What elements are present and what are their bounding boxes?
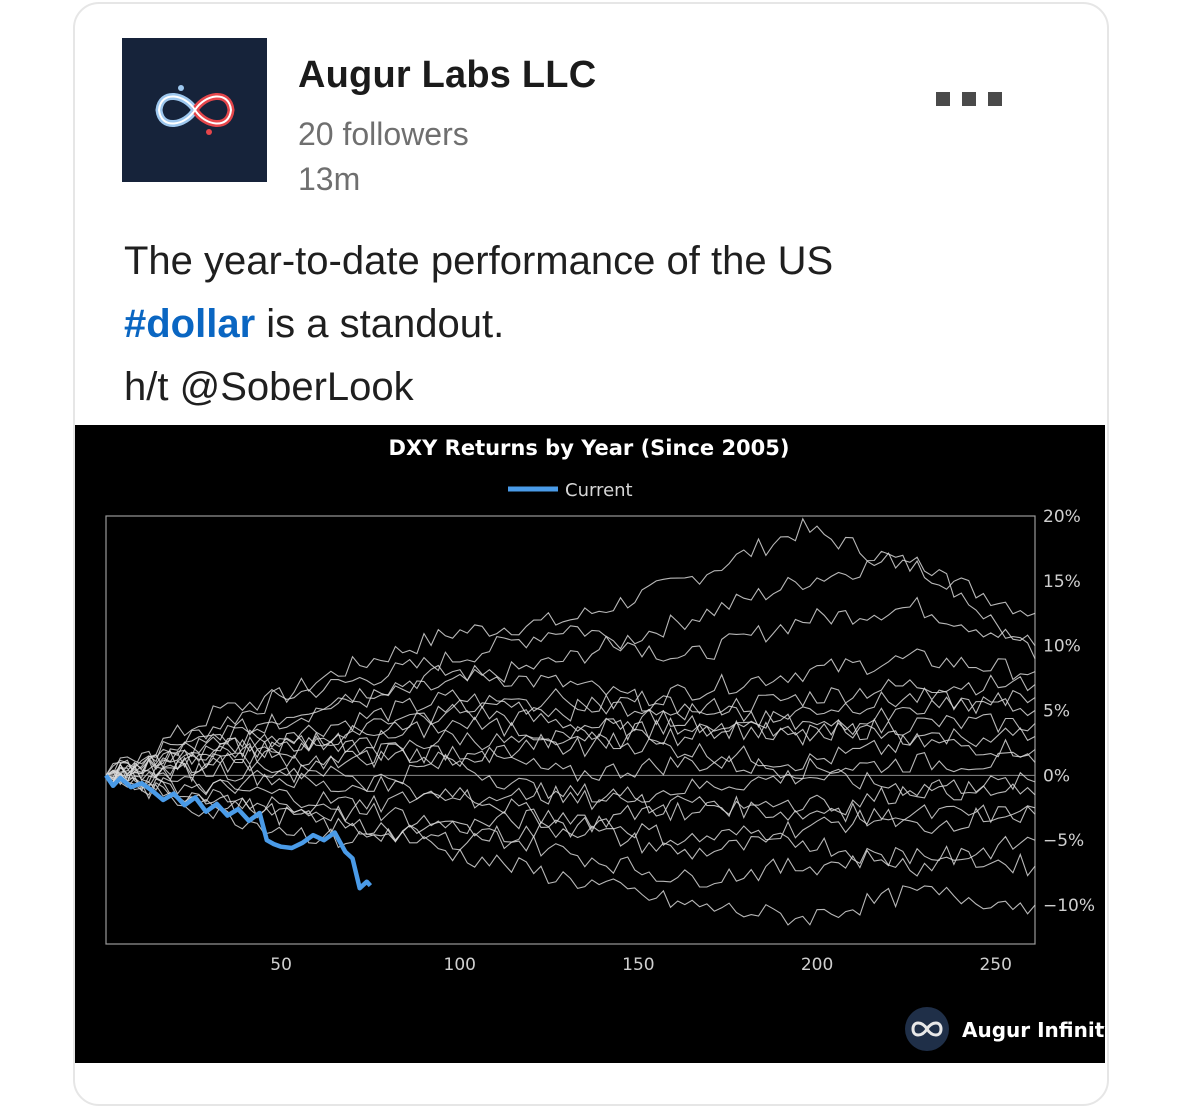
- history-series-line: [105, 517, 1036, 776]
- history-series-group: [105, 517, 1036, 926]
- dxy-returns-chart: DXY Returns by Year (Since 2005) Current…: [104, 436, 1105, 1051]
- x-tick-label: 50: [270, 955, 292, 975]
- x-tick-label: 150: [622, 955, 654, 975]
- history-series-line: [105, 713, 1036, 783]
- history-series-line: [105, 774, 1036, 888]
- history-series-line: [105, 730, 1036, 777]
- y-tick-label: 10%: [1043, 637, 1081, 657]
- history-series-line: [105, 664, 1036, 776]
- history-series-line: [105, 648, 1036, 776]
- y-tick-label: 5%: [1043, 702, 1070, 722]
- infinity-logo-icon: [154, 85, 235, 135]
- company-logo[interactable]: [122, 38, 267, 182]
- history-series-line: [105, 774, 1036, 839]
- y-tick-label: 20%: [1043, 507, 1081, 527]
- company-name[interactable]: Augur Labs LLC: [298, 54, 597, 96]
- watermark-text: Augur Infinity: [962, 1018, 1105, 1042]
- post-text-line-3: h/t @SoberLook: [124, 365, 414, 409]
- history-series-line: [105, 552, 1036, 778]
- x-tick-label: 250: [979, 955, 1011, 975]
- history-series-line: [105, 753, 1036, 811]
- y-tick-label: 15%: [1043, 572, 1081, 592]
- history-series-line: [105, 703, 1036, 776]
- followers-count: 20 followers: [298, 116, 469, 152]
- history-series-line: [105, 687, 1036, 784]
- x-tick-label: 100: [444, 955, 476, 975]
- y-tick-label: 0%: [1043, 766, 1070, 786]
- more-horizontal-icon: [962, 92, 976, 106]
- history-series-line: [105, 773, 1036, 926]
- current-series-line: [104, 774, 373, 891]
- post-body: The year-to-date performance of the US #…: [124, 230, 1024, 419]
- y-tick-label: −10%: [1043, 896, 1095, 916]
- post-text-line-1: The year-to-date performance of the US: [124, 239, 834, 283]
- x-axis-ticks: 50 100 150 200 250: [270, 955, 1012, 975]
- hashtag-link[interactable]: #dollar: [124, 302, 256, 346]
- plot-frame: [105, 515, 1036, 945]
- more-horizontal-icon: [936, 92, 950, 106]
- chart-title: DXY Returns by Year (Since 2005): [389, 436, 790, 460]
- post-text-line-2-rest: is a standout.: [255, 302, 505, 346]
- more-horizontal-icon: [988, 92, 1002, 106]
- x-tick-label: 200: [801, 955, 833, 975]
- post-time: 13m: [298, 161, 361, 197]
- post-text-line-2: #dollar is a standout.: [124, 293, 1024, 356]
- y-axis-ticks: 20% 15% 10% 5% 0% −5% −10%: [1043, 507, 1095, 916]
- history-series-line: [105, 767, 1036, 847]
- chart-image[interactable]: DXY Returns by Year (Since 2005) Current…: [75, 425, 1105, 1063]
- y-tick-label: −5%: [1043, 831, 1084, 851]
- watermark: Augur Infinity: [905, 1007, 1105, 1051]
- current-series-group: [104, 774, 373, 891]
- history-series-line: [105, 688, 1036, 785]
- history-series-line: [105, 745, 1036, 795]
- more-options-button[interactable]: [936, 90, 1002, 108]
- history-series-line: [105, 596, 1036, 776]
- history-series-line: [105, 753, 1036, 835]
- legend-label: Current: [565, 480, 633, 501]
